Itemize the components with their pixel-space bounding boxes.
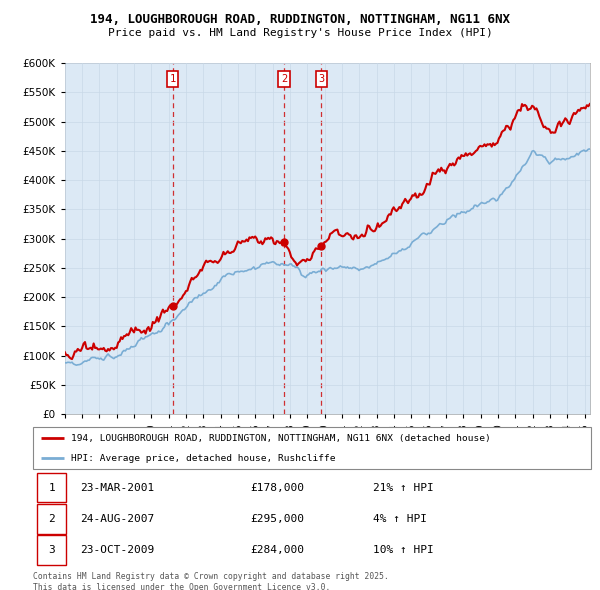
Bar [37,473,67,502]
Text: Contains HM Land Registry data © Crown copyright and database right 2025.
This d: Contains HM Land Registry data © Crown c… [33,572,389,590]
Text: £178,000: £178,000 [251,483,305,493]
Bar [37,536,67,565]
Text: 23-MAR-2001: 23-MAR-2001 [80,483,155,493]
Text: £284,000: £284,000 [251,545,305,555]
Text: 4% ↑ HPI: 4% ↑ HPI [373,514,427,524]
Text: HPI: Average price, detached house, Rushcliffe: HPI: Average price, detached house, Rush… [71,454,335,463]
Text: 2: 2 [49,514,55,524]
Text: 21% ↑ HPI: 21% ↑ HPI [373,483,434,493]
Text: 2: 2 [281,74,287,84]
Text: 23-OCT-2009: 23-OCT-2009 [80,545,155,555]
Text: 3: 3 [318,74,325,84]
Text: Price paid vs. HM Land Registry's House Price Index (HPI): Price paid vs. HM Land Registry's House … [107,28,493,38]
Text: 194, LOUGHBOROUGH ROAD, RUDDINGTON, NOTTINGHAM, NG11 6NX: 194, LOUGHBOROUGH ROAD, RUDDINGTON, NOTT… [90,13,510,26]
Text: 3: 3 [49,545,55,555]
Text: 1: 1 [169,74,176,84]
Text: 1: 1 [49,483,55,493]
Text: £295,000: £295,000 [251,514,305,524]
Bar [37,504,67,533]
Text: 24-AUG-2007: 24-AUG-2007 [80,514,155,524]
Text: 194, LOUGHBOROUGH ROAD, RUDDINGTON, NOTTINGHAM, NG11 6NX (detached house): 194, LOUGHBOROUGH ROAD, RUDDINGTON, NOTT… [71,434,491,443]
Text: 10% ↑ HPI: 10% ↑ HPI [373,545,434,555]
